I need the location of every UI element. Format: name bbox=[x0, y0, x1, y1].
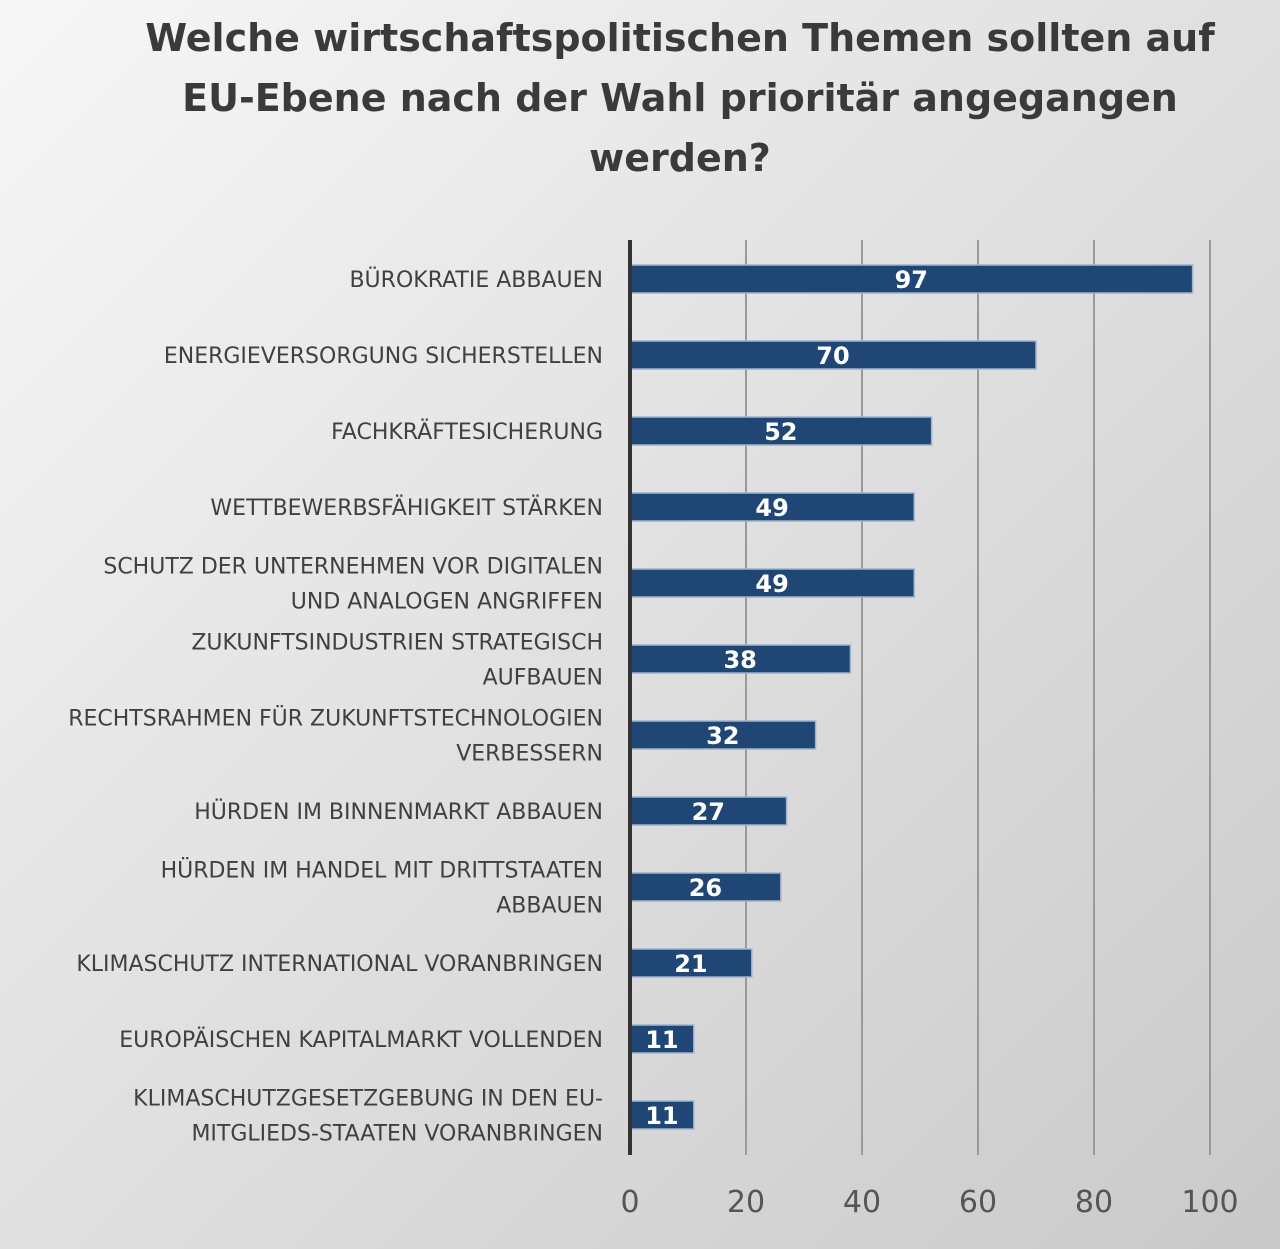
category-label-11: EUROPÄISCHEN KAPITALMARKT VOLLENDEN bbox=[119, 1027, 603, 1053]
x-tick-label-80: 80 bbox=[1075, 1185, 1113, 1220]
category-label-8: HÜRDEN IM BINNENMARKT ABBAUEN bbox=[194, 799, 603, 825]
category-label-7-line-2: VERBESSERN bbox=[456, 742, 603, 767]
value-label-9: 26 bbox=[689, 874, 722, 902]
x-tick-label-60: 60 bbox=[959, 1185, 997, 1220]
value-label-6: 38 bbox=[723, 646, 756, 674]
bar-9[interactable] bbox=[629, 872, 782, 902]
category-label-5-line-1: SCHUTZ DER UNTERNEHMEN VOR DIGITALEN bbox=[103, 555, 603, 580]
category-label-2: ENERGIEVERSORGUNG SICHERSTELLEN bbox=[164, 344, 603, 369]
category-label-6-line-1: ZUKUNFTSINDUSTRIEN STRATEGISCH bbox=[191, 631, 603, 656]
x-tick-label-0: 0 bbox=[620, 1185, 639, 1220]
category-label-9-line-1: HÜRDEN IM HANDEL MIT DRITTSTAATEN bbox=[161, 858, 603, 884]
bar-3[interactable] bbox=[629, 416, 933, 446]
category-label-3: FACHKRÄFTESICHERUNG bbox=[331, 419, 603, 445]
value-label-11: 11 bbox=[645, 1026, 678, 1054]
bar-11[interactable] bbox=[629, 1024, 695, 1054]
category-label-6-line-2: AUFBAUEN bbox=[483, 666, 603, 691]
chart-title: Welche wirtschaftspolitischen Themen sol… bbox=[145, 16, 1215, 180]
value-label-7: 32 bbox=[706, 722, 739, 750]
value-label-3: 52 bbox=[764, 418, 797, 446]
category-label-10: KLIMASCHUTZ INTERNATIONAL VORANBRINGEN bbox=[76, 952, 603, 977]
category-label-12-line-1: KLIMASCHUTZGESETZGEBUNG IN DEN EU- bbox=[133, 1087, 603, 1112]
bar-1[interactable] bbox=[629, 264, 1194, 294]
bar-7[interactable] bbox=[629, 720, 817, 750]
category-label-7-line-1: RECHTSRAHMEN FÜR ZUKUNFTSTECHNOLOGIEN bbox=[68, 706, 603, 732]
category-label-4: WETTBEWERBSFÄHIGKEIT STÄRKEN bbox=[210, 495, 603, 521]
value-label-4: 49 bbox=[755, 494, 788, 522]
category-label-5-line-2: UND ANALOGEN ANGRIFFEN bbox=[291, 590, 603, 615]
x-tick-label-20: 20 bbox=[727, 1185, 765, 1220]
value-label-1: 97 bbox=[895, 266, 928, 294]
x-tick-label-100: 100 bbox=[1181, 1185, 1238, 1220]
value-label-12: 11 bbox=[645, 1102, 678, 1130]
bar-8[interactable] bbox=[629, 796, 788, 826]
x-tick-label-40: 40 bbox=[843, 1185, 881, 1220]
value-label-5: 49 bbox=[755, 570, 788, 598]
category-label-9-line-2: ABBAUEN bbox=[496, 894, 603, 919]
value-label-8: 27 bbox=[692, 798, 725, 826]
category-label-12-line-2: MITGLIEDS-STAATEN VORANBRINGEN bbox=[191, 1122, 603, 1147]
bar-5[interactable] bbox=[629, 568, 915, 598]
value-label-10: 21 bbox=[674, 950, 707, 978]
category-label-1: BÜROKRATIE ABBAUEN bbox=[349, 267, 603, 293]
value-label-2: 70 bbox=[816, 342, 849, 370]
